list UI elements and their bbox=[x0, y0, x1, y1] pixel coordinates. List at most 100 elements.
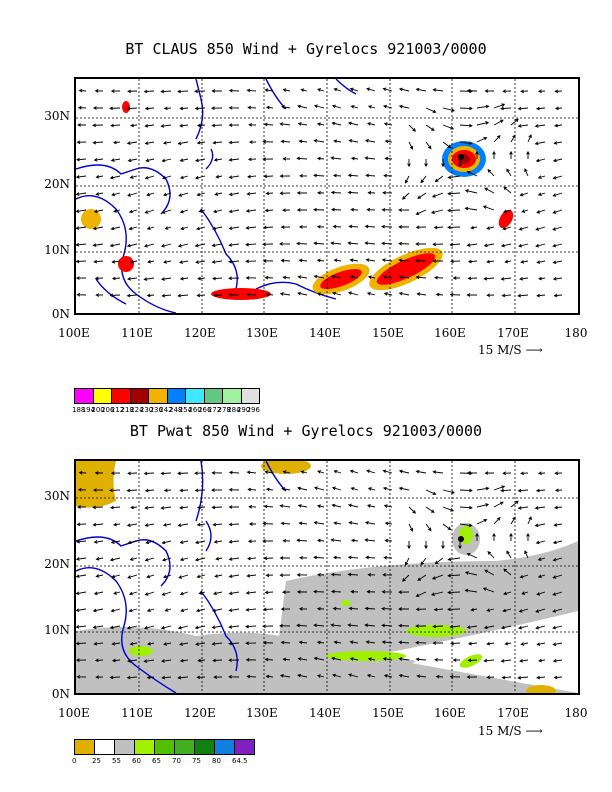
wind-arrow bbox=[214, 574, 223, 578]
wind-arrow bbox=[146, 293, 155, 298]
legend-tick-label: 25 bbox=[92, 757, 101, 765]
wind-arrow bbox=[161, 659, 172, 663]
wind-arrow bbox=[215, 174, 223, 179]
wind-arrow bbox=[331, 207, 342, 212]
wind-arrow bbox=[383, 555, 393, 560]
wind-arrow bbox=[76, 259, 87, 264]
wind-arrow bbox=[552, 608, 563, 613]
wind-arrow bbox=[486, 226, 495, 230]
wind-arrow bbox=[146, 574, 155, 579]
wind-arrow bbox=[228, 557, 240, 561]
wind-arrow bbox=[313, 520, 325, 525]
wind-arrow bbox=[536, 642, 546, 646]
wind-arrow bbox=[520, 260, 529, 264]
wind-arrow bbox=[76, 242, 87, 247]
wind-arrow bbox=[458, 541, 462, 550]
x-axis-label: 140E bbox=[309, 326, 341, 340]
wind-arrow bbox=[211, 123, 223, 128]
wind-arrow bbox=[365, 640, 376, 644]
wind-arrow bbox=[434, 657, 444, 662]
legend-tick-label: 260 bbox=[188, 406, 202, 414]
wind-arrow bbox=[364, 156, 376, 160]
wind-arrow bbox=[143, 277, 155, 281]
wind-arrow bbox=[417, 192, 427, 199]
wind-arrow bbox=[366, 469, 376, 474]
wind-arrow bbox=[129, 175, 138, 179]
wind-arrow bbox=[367, 487, 376, 491]
legend-tick-label: 242 bbox=[159, 406, 173, 414]
wind-arrow bbox=[313, 486, 325, 491]
wind-arrow bbox=[333, 640, 342, 645]
wind-arrow bbox=[246, 192, 257, 196]
wind-arrow bbox=[76, 625, 87, 629]
wind-arrow bbox=[470, 607, 478, 612]
wind-arrow bbox=[518, 625, 529, 630]
wind-arrow bbox=[127, 192, 138, 197]
wind-arrow bbox=[126, 488, 138, 493]
wind-arrow bbox=[402, 192, 410, 200]
wind-arrow bbox=[398, 623, 410, 628]
wind-arrow bbox=[537, 574, 546, 579]
wind-arrow bbox=[402, 574, 410, 582]
wind-arrow bbox=[127, 659, 138, 663]
wind-arrow bbox=[316, 674, 325, 678]
wind-arrow bbox=[211, 471, 223, 475]
legend-tick-label: 0 bbox=[72, 757, 77, 765]
legend-tick-label: 272 bbox=[207, 406, 222, 414]
wind-arrow bbox=[442, 124, 455, 130]
wind-arrow bbox=[213, 293, 223, 298]
wind-arrow bbox=[382, 572, 393, 577]
wind-arrow bbox=[296, 590, 308, 594]
coastlines bbox=[76, 79, 357, 313]
wind-arrow bbox=[228, 158, 240, 162]
wind-arrow bbox=[245, 591, 257, 595]
wind-arrow bbox=[503, 591, 512, 596]
wind-arrow bbox=[228, 259, 240, 264]
wind-arrow bbox=[447, 573, 461, 578]
wind-arrow bbox=[76, 140, 87, 145]
wind-arrow bbox=[553, 675, 563, 680]
wind-arrow bbox=[296, 538, 308, 543]
legend-swatch bbox=[74, 739, 95, 755]
wind-arrow bbox=[76, 591, 87, 596]
wind-arrow bbox=[245, 607, 257, 612]
wind-arrow bbox=[95, 557, 104, 561]
wind-arrow bbox=[110, 123, 121, 128]
wind-arrow bbox=[452, 658, 461, 662]
wind-arrow bbox=[521, 209, 529, 213]
wind-arrow bbox=[161, 158, 172, 163]
wind-arrow bbox=[196, 140, 206, 145]
x-axis-label: 180 bbox=[564, 326, 588, 340]
wind-arrow bbox=[144, 124, 155, 128]
wind-arrow bbox=[415, 607, 427, 612]
wind-arrow bbox=[211, 625, 223, 630]
wind-arrow bbox=[553, 523, 563, 527]
wind-arrow bbox=[347, 555, 359, 560]
wind-arrow bbox=[147, 259, 155, 264]
wind-arrow bbox=[313, 139, 325, 143]
wind-arrow bbox=[248, 522, 257, 526]
wind-arrow bbox=[501, 293, 512, 298]
wind-arrow bbox=[279, 504, 291, 508]
wind-arrow bbox=[211, 642, 223, 646]
wind-arrow bbox=[415, 591, 427, 597]
wind-arrow bbox=[282, 88, 291, 92]
wind-arrow bbox=[447, 607, 461, 612]
wind-arrow bbox=[179, 505, 189, 510]
wind-arrow bbox=[281, 487, 291, 491]
wind-arrow bbox=[348, 291, 359, 296]
wind-arrow bbox=[76, 574, 87, 579]
wind-arrow bbox=[92, 243, 104, 247]
wind-arrow bbox=[196, 505, 206, 510]
wind-arrow bbox=[517, 488, 529, 493]
wind-arrow bbox=[552, 260, 563, 265]
wind-arrow bbox=[179, 260, 189, 264]
wind-arrow bbox=[404, 557, 410, 566]
wind-arrow bbox=[316, 292, 325, 296]
wind-arrow bbox=[92, 488, 104, 492]
wind-arrow bbox=[486, 293, 495, 298]
legend-tick-label: 80 bbox=[212, 757, 221, 765]
panel2-ylabel-30n: 30N bbox=[44, 489, 70, 503]
wind-arrow bbox=[536, 209, 546, 214]
wind-arrow bbox=[502, 89, 512, 94]
